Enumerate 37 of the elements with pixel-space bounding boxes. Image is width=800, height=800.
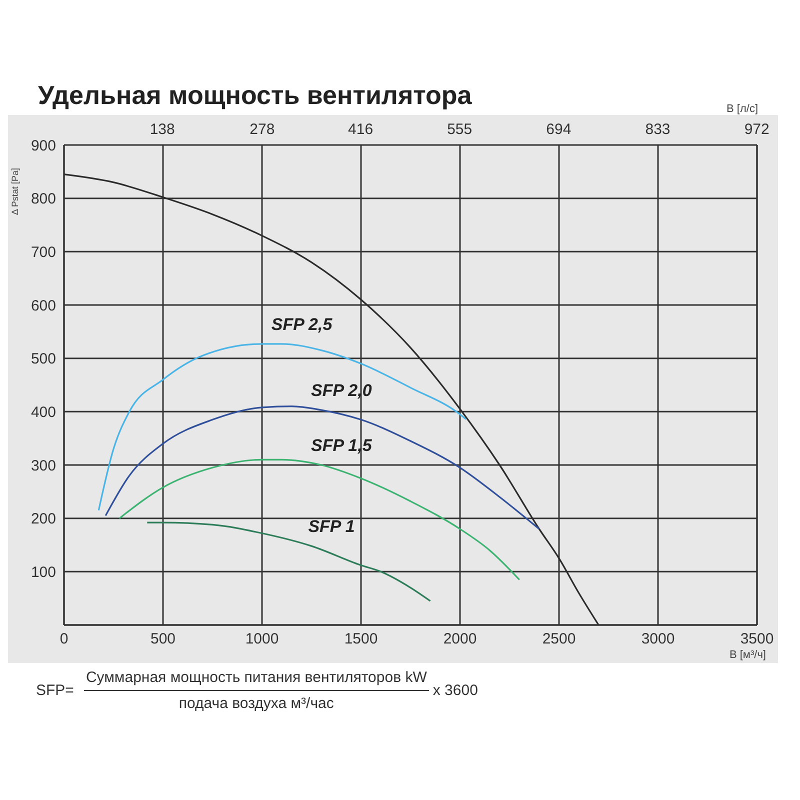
y-tick-label: 700 [30,244,56,261]
line-series [98,343,467,512]
text: SFP= [36,682,74,699]
y-tick-label: 800 [30,190,56,208]
x2-tick-label: 138 [150,121,175,138]
x2-tick-label: 694 [546,121,572,138]
x-tick-label: 3000 [641,630,675,648]
y-tick-label: 900 [30,137,56,154]
y-tick-label: 400 [30,404,56,421]
y-axis-title: Δ Pstat [Pa] [10,168,20,215]
x-tick-label: 0 [60,630,68,648]
x2-tick-label: 416 [348,121,374,138]
x-tick-label: 1500 [344,630,378,648]
text: подача воздуха м³/час [178,694,334,712]
x-tick-label: 500 [150,630,176,648]
x2-tick-label: 555 [447,121,472,138]
x-tick-label: 2000 [443,630,477,648]
y-tick-label: 600 [30,297,56,314]
line-series [118,458,520,580]
chart-title: Удельная мощность вентилятора [38,80,472,110]
line-series [146,522,432,602]
series-label: SFP 2,5 [271,314,333,334]
x2-tick-label: 833 [645,121,670,138]
x-tick-label: 2500 [542,630,576,648]
y-tick-label: 500 [30,350,56,368]
text: Суммарная мощность питания вентиляторов kW [84,669,429,691]
x-tick-label: 1000 [245,630,279,648]
x2-axis-title: В [л/с] [726,103,758,115]
y-tick-label: 200 [30,510,56,528]
x2-tick-label: 278 [250,121,275,138]
series-label: SFP 1 [308,517,355,536]
y-tick-label: 300 [30,457,56,474]
x-tick-label: 3500 [740,630,774,648]
x-axis-title: В [м³/ч] [728,649,767,663]
x2-tick-label: 972 [744,121,770,138]
text: x 3600 [432,682,478,699]
y-tick-label: 100 [30,564,56,581]
